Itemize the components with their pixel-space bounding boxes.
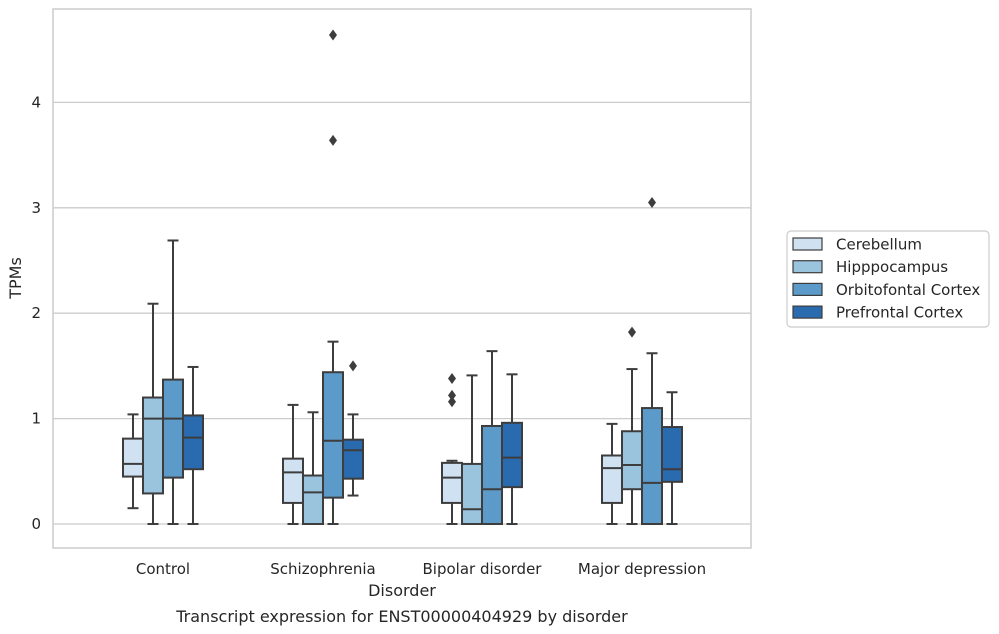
box-iqr: [122, 437, 144, 478]
legend-swatch: [792, 305, 823, 319]
box-cerebellum: [601, 422, 623, 525]
box-iqr: [481, 424, 503, 525]
y-tick-label: 0: [31, 515, 41, 533]
box-orbitofontal-cortex: [322, 29, 344, 525]
legend-swatch: [792, 282, 823, 296]
legend-swatch: [792, 237, 823, 251]
box-iqr: [621, 430, 643, 491]
x-tick-label: Bipolar disorder: [423, 560, 543, 578]
outlier-point: [349, 360, 357, 372]
box-hipppocampus: [621, 326, 643, 525]
legend-swatch: [792, 260, 823, 274]
box-iqr: [162, 378, 184, 479]
plot-area: [52, 8, 752, 549]
box-orbitofontal-cortex: [162, 239, 184, 525]
box-prefrontal-cortex: [182, 365, 204, 525]
box-cerebellum: [122, 413, 144, 510]
legend-label: Hipppocampus: [836, 258, 948, 276]
box-iqr: [661, 426, 683, 483]
outlier-point: [648, 197, 656, 209]
legend-label: Prefrontal Cortex: [836, 304, 963, 322]
x-tick-label: Major depression: [578, 560, 706, 578]
box-cerebellum: [282, 403, 304, 525]
x-tick-label: Schizophrenia: [270, 560, 375, 578]
outlier-point: [448, 373, 456, 385]
box-iqr: [302, 474, 324, 525]
y-tick-label: 4: [31, 93, 41, 111]
box-iqr: [322, 371, 344, 499]
chart-caption: Transcript expression for ENST0000040492…: [175, 607, 628, 626]
box-iqr: [641, 407, 663, 525]
box-iqr: [282, 457, 304, 504]
box-iqr: [182, 414, 204, 471]
legend: Cerebellum Hipppocampus Orbitofontal Corte…: [786, 230, 990, 328]
box-iqr: [601, 454, 623, 504]
x-axis-label: Disorder: [368, 581, 436, 600]
box-hipppocampus: [302, 411, 324, 525]
box-groups: [122, 29, 683, 525]
outlier-point: [628, 326, 636, 338]
x-tick-label: Control: [136, 560, 190, 578]
y-tick-label: 1: [31, 410, 41, 428]
box-prefrontal-cortex: [501, 373, 523, 525]
box-prefrontal-cortex: [661, 391, 683, 525]
legend-label: Orbitofontal Cortex: [836, 281, 980, 299]
legend-label: Cerebellum: [836, 236, 922, 254]
box-orbitofontal-cortex: [481, 350, 503, 525]
box-iqr: [342, 438, 364, 480]
outlier-point: [448, 389, 456, 401]
box-hipppocampus: [142, 302, 164, 525]
x-axis-ticks: Control Schizophrenia Bipolar disorder Majo…: [136, 560, 706, 578]
y-axis-label: TPMs: [6, 257, 25, 300]
outlier-point: [329, 29, 337, 41]
y-axis-ticks: 0 1 2 3 4: [31, 93, 41, 533]
box-iqr: [501, 421, 523, 489]
box-iqr: [461, 462, 483, 525]
y-tick-label: 2: [31, 304, 41, 322]
box-iqr: [142, 396, 164, 495]
box-iqr: [441, 461, 463, 504]
outlier-point: [448, 396, 456, 408]
box-prefrontal-cortex: [342, 360, 364, 497]
box-orbitofontal-cortex: [641, 197, 663, 525]
outlier-point: [329, 134, 337, 146]
y-tick-label: 3: [31, 199, 41, 217]
box-cerebellum: [441, 373, 463, 525]
box-hipppocampus: [461, 374, 483, 525]
legend-frame: [786, 230, 990, 328]
